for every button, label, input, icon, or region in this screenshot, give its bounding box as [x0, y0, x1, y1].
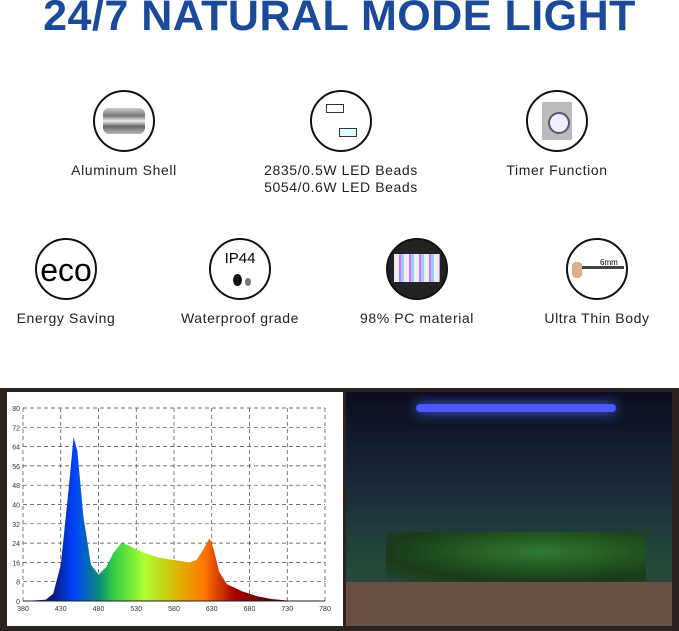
- x-tick-label: 580: [168, 606, 180, 613]
- y-tick-label: 48: [12, 483, 20, 490]
- feature-led-beads: 2835/0.5W LED Beads 5054/0.6W LED Beads: [256, 90, 426, 196]
- feature-label: Timer Function: [506, 162, 608, 178]
- feature-waterproof: IP44 Waterproof grade: [155, 238, 325, 327]
- y-tick-label: 8: [16, 580, 20, 587]
- y-tick-label: 72: [12, 425, 20, 432]
- x-tick-label: 780: [319, 606, 331, 613]
- aluminum-shell-icon: [93, 90, 155, 152]
- x-tick-label: 530: [130, 606, 142, 613]
- x-tick-label: 630: [206, 606, 218, 613]
- feature-label: Energy Saving: [16, 310, 116, 326]
- feature-timer: Timer Function: [472, 90, 642, 179]
- aquarium-photo: [346, 392, 672, 626]
- y-tick-label: 24: [12, 541, 20, 548]
- feature-energy-saving: eco Energy Saving: [0, 238, 151, 327]
- feature-label: Waterproof grade: [180, 310, 300, 326]
- y-tick-label: 0: [16, 599, 20, 606]
- timer-icon: [526, 90, 588, 152]
- x-tick-label: 430: [55, 606, 67, 613]
- y-tick-label: 56: [12, 464, 20, 471]
- spectrum-chart: 0 8 16 24 32 40 48 56 64 72 80 380 430 480 530 580 630 68…: [7, 392, 343, 626]
- thin-body-icon: 6mm: [566, 238, 628, 300]
- feature-thin-body: 6mm Ultra Thin Body: [512, 238, 679, 327]
- feature-label: 98% PC material: [359, 310, 475, 326]
- x-tick-label: 480: [93, 606, 105, 613]
- y-tick-label: 80: [12, 406, 20, 413]
- x-tick-label: 680: [244, 606, 256, 613]
- led-beads-icon: [310, 90, 372, 152]
- spectrum-svg: 0 8 16 24 32 40 48 56 64 72 80 380 430 480 530 580 630 68…: [12, 406, 331, 613]
- feature-label: 2835/0.5W LED Beads 5054/0.6W LED Beads: [264, 162, 418, 195]
- feature-label: Aluminum Shell: [71, 162, 177, 178]
- pc-material-icon: [386, 238, 448, 300]
- feature-pc-material: 98% PC material: [332, 238, 502, 327]
- eco-icon: eco: [35, 238, 97, 300]
- y-tick-label: 40: [12, 503, 20, 510]
- spectrum-area: [23, 437, 325, 601]
- feature-label: Ultra Thin Body: [544, 310, 650, 326]
- y-tick-label: 16: [12, 560, 20, 567]
- y-tick-label: 64: [12, 445, 20, 452]
- page-title: 24/7 NATURAL MODE LIGHT: [43, 0, 636, 40]
- bottom-panel: 0 8 16 24 32 40 48 56 64 72 80 380 430 480 530 580 630 68…: [0, 388, 679, 631]
- x-tick-label: 380: [17, 606, 29, 613]
- y-tick-label: 32: [12, 522, 20, 529]
- x-tick-label: 730: [281, 606, 293, 613]
- waterproof-icon: IP44: [209, 238, 271, 300]
- feature-aluminum-shell: Aluminum Shell: [39, 90, 209, 179]
